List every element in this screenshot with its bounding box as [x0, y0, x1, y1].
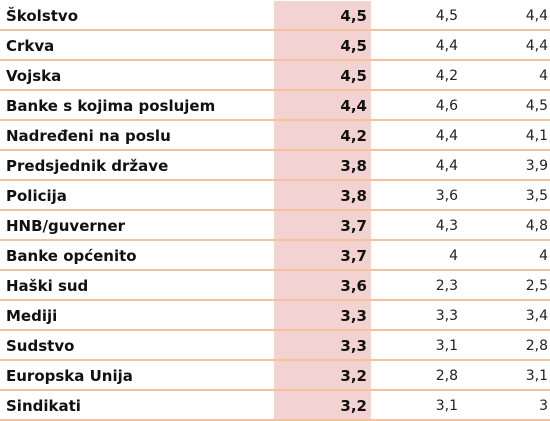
row-value-2-cell: 3,1: [435, 398, 458, 414]
row-value-1-cell: 4,4: [274, 91, 371, 121]
table-row: Nadređeni na poslu 4,2 4,4 4,1: [0, 121, 550, 151]
row-value-1-cell: 3,3: [274, 301, 371, 331]
row-divider: [0, 299, 550, 301]
row-value-3-cell: 3: [539, 398, 548, 414]
row-value-1-cell: 3,7: [274, 211, 371, 241]
row-value-3-cell: 2,5: [525, 278, 548, 294]
row-divider: [0, 89, 550, 91]
row-name-cell: Nadređeni na poslu: [6, 127, 171, 145]
row-name-cell: Mediji: [6, 307, 58, 325]
row-divider: [0, 359, 550, 361]
row-divider: [0, 29, 550, 31]
row-name-cell: HNB/guverner: [6, 217, 126, 235]
row-value-1-cell: 3,8: [274, 151, 371, 181]
row-value-1-cell: 3,7: [274, 241, 371, 271]
row-value-1-cell: 4,5: [274, 31, 371, 61]
row-value-2-cell: 4,2: [435, 68, 458, 84]
row-name-cell: Banke s kojima poslujem: [6, 97, 216, 115]
row-value-3-cell: 4: [539, 68, 548, 84]
row-value-2-cell: 4,3: [435, 218, 458, 234]
table-row: Predsjednik države 3,8 4,4 3,9: [0, 151, 550, 181]
row-value-3-cell: 3,1: [525, 368, 548, 384]
row-divider: [0, 149, 550, 151]
row-divider: [0, 329, 550, 331]
row-value-1-cell: 4,5: [274, 1, 371, 31]
row-value-2-cell: 4: [449, 248, 458, 264]
table-row: Banke općenito 3,7 4 4: [0, 241, 550, 271]
row-value-3-cell: 3,4: [525, 308, 548, 324]
row-name-cell: Sindikati: [6, 397, 81, 415]
row-value-2-cell: 2,8: [435, 368, 458, 384]
row-divider: [0, 119, 550, 121]
row-divider: [0, 59, 550, 61]
row-divider: [0, 239, 550, 241]
table-row: Europska Unija 3,2 2,8 3,1: [0, 361, 550, 391]
row-value-3-cell: 4,8: [525, 218, 548, 234]
row-value-3-cell: 4: [539, 248, 548, 264]
row-name-cell: Banke općenito: [6, 247, 137, 265]
row-value-3-cell: 4,4: [525, 38, 548, 54]
row-name-cell: Crkva: [6, 37, 55, 55]
row-value-1-cell: 3,8: [274, 181, 371, 211]
row-name-cell: Vojska: [6, 67, 62, 85]
row-value-2-cell: 4,5: [435, 8, 458, 24]
row-value-2-cell: 4,4: [435, 128, 458, 144]
row-value-3-cell: 4,4: [525, 8, 548, 24]
row-value-2-cell: 3,6: [435, 188, 458, 204]
row-value-1-cell: 3,2: [274, 391, 371, 421]
row-value-2-cell: 3,3: [435, 308, 458, 324]
table-row: Banke s kojima poslujem 4,4 4,6 4,5: [0, 91, 550, 121]
row-value-2-cell: 4,6: [435, 98, 458, 114]
row-value-1-cell: 3,3: [274, 331, 371, 361]
table-row: Sudstvo 3,3 3,1 2,8: [0, 331, 550, 361]
table-row: Sindikati 3,2 3,1 3: [0, 391, 550, 421]
row-value-3-cell: 3,9: [525, 158, 548, 174]
row-value-3-cell: 4,1: [525, 128, 548, 144]
row-name-cell: Haški sud: [6, 277, 89, 295]
row-divider: [0, 209, 550, 211]
row-value-3-cell: 3,5: [525, 188, 548, 204]
table-row: Crkva 4,5 4,4 4,4: [0, 31, 550, 61]
row-value-2-cell: 4,4: [435, 158, 458, 174]
row-name-cell: Sudstvo: [6, 337, 75, 355]
table-row: Policija 3,8 3,6 3,5: [0, 181, 550, 211]
table-row: HNB/guverner 3,7 4,3 4,8: [0, 211, 550, 241]
table-row: Haški sud 3,6 2,3 2,5: [0, 271, 550, 301]
row-name-cell: Predsjednik države: [6, 157, 169, 175]
row-divider: [0, 269, 550, 271]
row-value-1-cell: 3,2: [274, 361, 371, 391]
table-row: Vojska 4,5 4,2 4: [0, 61, 550, 91]
row-value-3-cell: 4,5: [525, 98, 548, 114]
row-value-2-cell: 4,4: [435, 38, 458, 54]
row-divider: [0, 179, 550, 181]
row-value-2-cell: 3,1: [435, 338, 458, 354]
row-value-1-cell: 4,2: [274, 121, 371, 151]
row-value-1-cell: 3,6: [274, 271, 371, 301]
row-divider: [0, 389, 550, 391]
table-row: Školstvo 4,5 4,5 4,4: [0, 1, 550, 31]
table-row: Mediji 3,3 3,3 3,4: [0, 301, 550, 331]
row-name-cell: Školstvo: [6, 7, 79, 25]
row-value-3-cell: 2,8: [525, 338, 548, 354]
row-value-2-cell: 2,3: [435, 278, 458, 294]
row-value-1-cell: 4,5: [274, 61, 371, 91]
row-name-cell: Policija: [6, 187, 67, 205]
row-name-cell: Europska Unija: [6, 367, 133, 385]
